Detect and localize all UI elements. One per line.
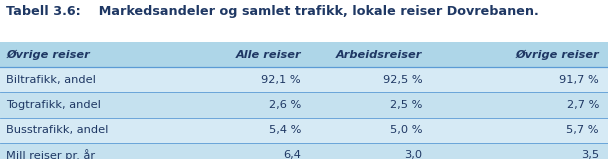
FancyBboxPatch shape — [0, 92, 608, 118]
Text: 2,5 %: 2,5 % — [390, 100, 423, 110]
Text: Biltrafikk, andel: Biltrafikk, andel — [6, 75, 96, 85]
FancyBboxPatch shape — [0, 42, 608, 67]
Text: 5,0 %: 5,0 % — [390, 125, 423, 135]
FancyBboxPatch shape — [0, 67, 608, 92]
Text: Arbeidsreiser: Arbeidsreiser — [336, 50, 423, 60]
Text: 92,5 %: 92,5 % — [383, 75, 423, 85]
FancyBboxPatch shape — [0, 118, 608, 143]
Text: Mill reiser pr. år: Mill reiser pr. år — [6, 149, 95, 159]
FancyBboxPatch shape — [0, 143, 608, 159]
Text: 5,7 %: 5,7 % — [567, 125, 599, 135]
Text: 5,4 %: 5,4 % — [269, 125, 301, 135]
Text: 3,5: 3,5 — [581, 150, 599, 159]
Text: Alle reiser: Alle reiser — [235, 50, 301, 60]
Text: Øvrige reiser: Øvrige reiser — [515, 50, 599, 60]
Text: Øvrige reiser: Øvrige reiser — [6, 50, 90, 60]
Text: Togtrafikk, andel: Togtrafikk, andel — [6, 100, 101, 110]
Text: 91,7 %: 91,7 % — [559, 75, 599, 85]
Text: 2,6 %: 2,6 % — [269, 100, 301, 110]
Text: 92,1 %: 92,1 % — [261, 75, 301, 85]
Text: 3,0: 3,0 — [404, 150, 423, 159]
Text: 2,7 %: 2,7 % — [567, 100, 599, 110]
Text: Tabell 3.6:    Markedsandeler og samlet trafikk, lokale reiser Dovrebanen.: Tabell 3.6: Markedsandeler og samlet tra… — [6, 5, 539, 18]
Text: Busstrafikk, andel: Busstrafikk, andel — [6, 125, 108, 135]
Text: 6,4: 6,4 — [283, 150, 301, 159]
